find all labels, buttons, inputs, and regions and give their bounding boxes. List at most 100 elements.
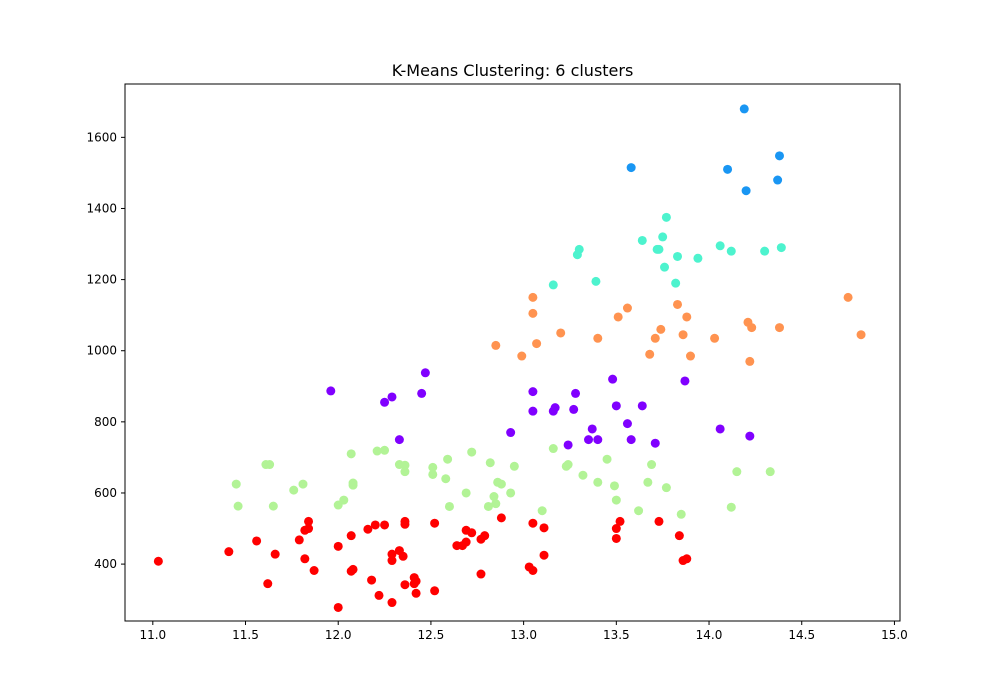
data-point: [467, 528, 477, 538]
data-point: [252, 536, 262, 546]
data-point: [574, 244, 584, 254]
data-point: [333, 602, 343, 612]
data-point: [372, 446, 382, 456]
data-point: [650, 333, 660, 343]
data-point: [673, 299, 683, 309]
data-point: [626, 163, 636, 173]
x-tick-label: 11.5: [232, 628, 259, 642]
data-point: [461, 488, 471, 498]
data-point: [611, 401, 621, 411]
data-point: [593, 477, 603, 487]
data-point: [387, 392, 397, 402]
data-point: [647, 460, 657, 470]
data-point: [682, 312, 692, 322]
data-point: [723, 164, 733, 174]
data-point: [608, 374, 618, 384]
data-point: [268, 501, 278, 511]
data-point: [400, 580, 410, 590]
data-point: [485, 458, 495, 468]
data-point: [634, 506, 644, 516]
data-point: [569, 404, 579, 414]
data-point: [444, 501, 454, 511]
data-point: [650, 438, 660, 448]
data-point: [637, 401, 647, 411]
data-point: [563, 440, 573, 450]
chart-title: K-Means Clustering: 6 clusters: [392, 61, 634, 80]
cluster-5-points: [548, 212, 786, 290]
data-point: [304, 524, 314, 534]
data-point: [615, 516, 625, 526]
data-points: [153, 104, 866, 612]
data-point: [654, 244, 664, 254]
data-point: [563, 460, 573, 470]
data-point: [660, 262, 670, 272]
data-point: [265, 460, 275, 470]
data-point: [726, 246, 736, 256]
y-axis: 400 600 800 1000 1200 1400 1600: [86, 130, 125, 571]
cluster-4-points: [491, 292, 866, 366]
data-point: [153, 556, 163, 566]
data-point: [430, 586, 440, 596]
data-point: [231, 479, 241, 489]
data-point: [528, 406, 538, 416]
data-point: [843, 292, 853, 302]
data-point: [774, 323, 784, 333]
data-point: [528, 566, 538, 575]
data-point: [591, 276, 601, 286]
data-point: [578, 470, 588, 480]
data-point: [461, 537, 471, 547]
x-tick-label: 14.5: [788, 628, 815, 642]
data-point: [304, 516, 314, 526]
data-point: [774, 151, 784, 161]
data-point: [411, 588, 421, 598]
data-point: [745, 431, 755, 441]
data-point: [483, 501, 493, 511]
data-point: [380, 520, 390, 530]
data-point: [637, 235, 647, 245]
data-point: [374, 590, 384, 600]
data-point: [856, 330, 866, 340]
data-point: [611, 533, 621, 543]
x-tick-label: 14.0: [696, 628, 723, 642]
data-point: [654, 516, 664, 526]
data-point: [528, 292, 538, 302]
data-point: [294, 535, 304, 545]
y-tick-label: 400: [94, 557, 117, 571]
data-point: [658, 232, 668, 242]
data-point: [661, 483, 671, 493]
data-point: [537, 506, 547, 516]
data-point: [326, 386, 336, 396]
data-point: [339, 495, 349, 505]
data-point: [550, 403, 560, 413]
data-point: [645, 349, 655, 359]
data-point: [263, 579, 273, 589]
data-point: [491, 340, 501, 350]
data-point: [765, 467, 775, 477]
data-point: [726, 502, 736, 512]
data-point: [715, 241, 725, 251]
data-point: [380, 397, 390, 407]
data-point: [622, 419, 632, 429]
data-point: [678, 330, 688, 340]
data-point: [476, 569, 486, 579]
data-point: [622, 303, 632, 313]
data-point: [387, 598, 397, 608]
data-point: [417, 388, 427, 398]
data-point: [506, 488, 516, 498]
cluster-3-points: [326, 368, 755, 450]
data-point: [593, 333, 603, 343]
cluster-6-points: [626, 104, 784, 196]
data-point: [680, 376, 690, 386]
data-point: [602, 454, 612, 464]
data-point: [710, 333, 720, 343]
data-point: [489, 492, 499, 502]
data-point: [496, 479, 506, 489]
data-point: [661, 212, 671, 222]
data-point: [548, 444, 558, 454]
data-point: [528, 518, 538, 528]
data-point: [747, 323, 757, 333]
plot-area-frame: [124, 83, 901, 622]
data-point: [715, 424, 725, 434]
